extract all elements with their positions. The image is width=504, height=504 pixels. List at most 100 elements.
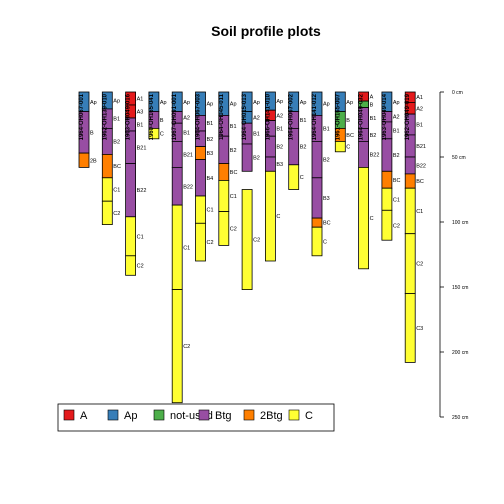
horizon-label: A2 — [393, 115, 400, 121]
horizon-label: C3 — [416, 326, 423, 332]
horizon-block — [101, 200, 113, 225]
horizon-label: B1 — [137, 123, 144, 129]
horizon-block — [171, 140, 183, 168]
horizon-label: C — [323, 240, 327, 246]
legend-swatch — [63, 409, 75, 421]
horizon-block — [404, 293, 416, 363]
chart-title: Soil profile plots — [211, 23, 321, 39]
legend-swatch — [288, 409, 300, 421]
horizon-label: B1 — [207, 121, 214, 127]
profile-id-label: 1967-OH091-001 — [172, 93, 178, 140]
profile-id-label: 1964-OH049-032 — [359, 93, 365, 140]
horizon-label: B1 — [370, 116, 377, 122]
depth-tick-label: 50 cm — [452, 155, 466, 161]
soil-profile: Ap B1 B2 C 1964-OH067-002 — [288, 91, 307, 190]
horizon-label: C — [346, 145, 350, 151]
horizon-block — [241, 189, 253, 290]
horizon-block — [218, 179, 230, 212]
horizon-label: C2 — [207, 240, 214, 246]
horizon-label: C1 — [183, 245, 190, 251]
soil-profile: Ap B1 B2 BC C1 C2 1964-OH045-011 — [218, 91, 237, 246]
horizon-block — [148, 127, 160, 140]
soil-profile: Ap A2 B1 B2 C2 1964-OH015-013 — [241, 91, 260, 290]
horizon-label: C — [300, 175, 304, 181]
legend-label: C — [305, 410, 313, 422]
horizon-label: B — [370, 102, 374, 108]
horizon-label: Ap — [160, 100, 167, 106]
soil-profile: Ap B1 B2 B3 B4 C1 C2 1964-OH067-003 — [195, 91, 214, 262]
horizon-label: B22 — [370, 152, 380, 158]
profile-id-label: 1964-OH045-011 — [219, 93, 225, 140]
horizon-label: A — [370, 95, 374, 101]
horizon-label: Ap — [300, 100, 307, 106]
horizon-label: B1 — [300, 118, 307, 124]
horizon-block — [358, 140, 370, 168]
horizon-label: Ap — [183, 100, 190, 106]
horizon-block — [311, 226, 323, 257]
horizon-label: A2 — [276, 113, 283, 119]
horizon-label: B2 — [300, 145, 307, 151]
horizon-block — [288, 164, 300, 190]
horizon-label: C1 — [137, 234, 144, 240]
profile-id-label: 1964-OH067-001 — [79, 93, 85, 140]
horizon-label: B1 — [183, 130, 190, 136]
soil-profile: Ap B C 1960-OH165-041 — [148, 91, 167, 140]
profile-id-label: 1960-OH165-041 — [149, 93, 155, 140]
legend-swatch — [243, 409, 255, 421]
horizon-label: Ap — [207, 102, 214, 108]
depth-tick-label: 100 cm — [452, 220, 468, 226]
horizon-label: B — [346, 118, 350, 124]
horizon-block — [381, 209, 393, 241]
horizon-label: C2 — [416, 262, 423, 268]
legend-label: 2Btg — [260, 410, 283, 422]
horizon-label: C1 — [207, 208, 214, 214]
horizon-label: B2 — [323, 158, 330, 164]
horizon-label: C1 — [113, 188, 120, 194]
horizon-block — [125, 255, 136, 276]
horizon-label: C2 — [230, 227, 237, 233]
horizon-block — [195, 159, 206, 197]
horizon-label: BC — [323, 221, 331, 227]
horizon-block — [195, 222, 206, 262]
horizon-label: B — [90, 130, 94, 136]
horizon-label: A2 — [183, 115, 190, 121]
horizon-label: Ap — [90, 100, 97, 106]
horizon-label: C1 — [230, 194, 237, 200]
horizon-block — [404, 156, 416, 175]
horizon-label: Ap — [113, 98, 120, 104]
horizon-label: C — [370, 216, 374, 222]
soil-profile: Ap B1 B2 B3 BC C 1964-OH141-012 — [311, 91, 331, 257]
horizon-label: B22 — [183, 184, 193, 190]
horizon-label: BC — [346, 133, 354, 139]
horizon-block — [125, 216, 136, 257]
profile-id-label: 1964-OH015-013 — [242, 93, 248, 140]
horizon-label: B1 — [276, 126, 283, 132]
horizon-block — [78, 152, 90, 168]
legend-swatch — [153, 409, 165, 421]
horizon-block — [264, 170, 276, 262]
legend: A Ap not-used Btg 2Btg C — [57, 403, 335, 432]
profile-id-label: 1964-OH067-002 — [289, 93, 295, 140]
soil-profile: Ap A2 B1 B2 B3 C 1966-OH141-010 — [264, 91, 283, 262]
horizon-label: B2 — [393, 153, 400, 159]
soil-profile: Ap B BC C 1961-OH165-007 — [334, 91, 354, 153]
horizon-label: Ap — [323, 102, 330, 108]
horizon-label: C2 — [137, 264, 144, 270]
horizon-label: C2 — [113, 211, 120, 217]
legend-label: Btg — [215, 410, 232, 422]
horizon-block — [218, 163, 230, 181]
horizon-label: C — [276, 214, 280, 220]
horizon-label: C2 — [253, 238, 260, 244]
horizon-label: B — [160, 118, 164, 124]
horizon-label: C2 — [393, 223, 400, 229]
horizon-block — [195, 195, 206, 224]
horizon-block — [381, 138, 393, 172]
horizon-label: B2 — [113, 139, 120, 145]
horizon-label: BC — [416, 179, 424, 185]
depth-tick-label: 200 cm — [452, 350, 468, 356]
horizon-label: B3 — [276, 162, 283, 168]
horizon-label: B22 — [416, 163, 426, 169]
horizon-label: C — [160, 132, 164, 138]
horizon-label: Ap — [393, 100, 400, 106]
